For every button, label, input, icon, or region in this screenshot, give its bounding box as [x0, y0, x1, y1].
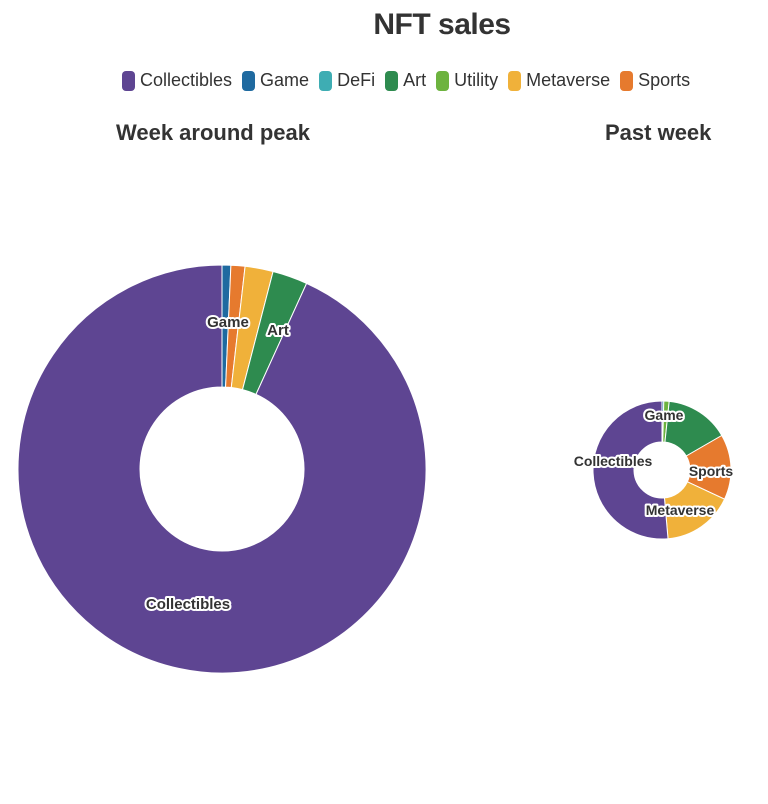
legend-item-metaverse[interactable]: Metaverse [508, 70, 610, 91]
legend-item-art[interactable]: Art [385, 70, 426, 91]
legend-swatch-art [385, 70, 399, 91]
legend-item-utility[interactable]: Utility [436, 70, 498, 91]
legend-label: Collectibles [140, 70, 233, 90]
legend-label: Sports [638, 70, 691, 90]
slice-collectibles[interactable] [17, 264, 427, 674]
slice-label-collectibles: Collectibles [574, 453, 653, 469]
slice-label-game: Game [207, 314, 249, 331]
legend-item-defi[interactable]: DeFi [319, 70, 375, 91]
subtitle-week-around-peak: Week around peak [116, 120, 310, 145]
donut-chart-week-around-peak: Game Art Collectibles [17, 264, 427, 674]
slice-collectibles[interactable] [592, 400, 669, 540]
legend-item-sports[interactable]: Sports [620, 70, 690, 91]
slice-label-collectibles: Collectibles [146, 596, 230, 613]
legend-swatch-utility [436, 70, 450, 91]
slice-label-metaverse: Metaverse [646, 502, 715, 518]
legend-label: Art [403, 70, 427, 90]
subtitle-past-week: Past week [605, 120, 712, 145]
slice-label-sports: Sports [689, 463, 734, 479]
legend-swatch-game [242, 70, 256, 91]
legend-label: DeFi [337, 70, 376, 90]
legend-swatch-metaverse [508, 70, 522, 91]
legend-item-game[interactable]: Game [242, 70, 309, 91]
legend-swatch-collectibles [122, 70, 135, 91]
legend-label: Metaverse [526, 70, 611, 90]
chart-title: NFT sales [373, 8, 511, 41]
legend-swatch-sports [620, 70, 634, 91]
legend-label: Game [260, 70, 310, 90]
donut-chart-past-week: Game Collectibles Sports Metaverse [572, 400, 735, 540]
legend-swatch-defi [319, 70, 333, 91]
legend: Collectibles Game DeFi Art Utility Metav… [122, 70, 690, 91]
legend-label: Utility [454, 70, 499, 90]
legend-item-collectibles[interactable]: Collectibles [122, 70, 232, 91]
slice-label-art: Art [267, 322, 289, 339]
slice-label-game: Game [645, 407, 684, 423]
